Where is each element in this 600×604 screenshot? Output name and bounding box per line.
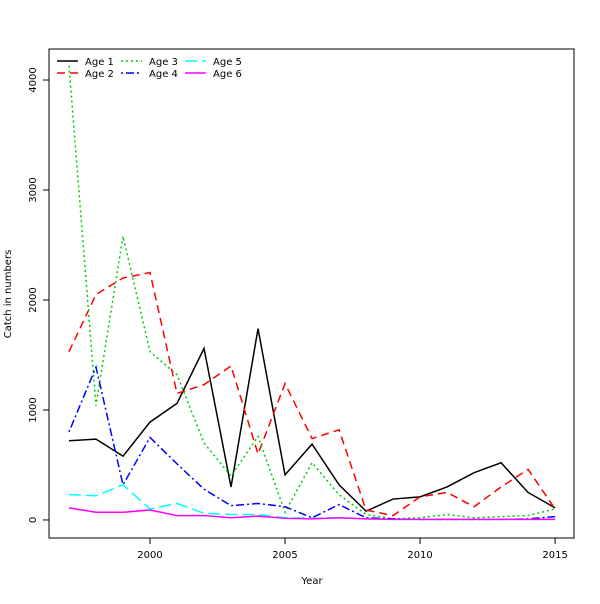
series-line-age-1: [68, 328, 556, 513]
y-tick-label: 2000: [28, 287, 39, 312]
x-tick-label: 2015: [542, 550, 567, 561]
y-axis-label: Catch in numbers: [3, 250, 14, 339]
y-tick-label: 4000: [28, 67, 39, 92]
y-tick-label: 0: [28, 517, 39, 523]
legend-label: Age 6: [213, 69, 242, 80]
x-tick-label: 2005: [272, 550, 297, 561]
legend-label: Age 2: [85, 69, 114, 80]
plot-frame: [48, 48, 575, 539]
series-line-age-5: [68, 483, 556, 521]
legend-label: Age 4: [149, 69, 178, 80]
legend-label: Age 3: [149, 57, 178, 68]
y-tick-label: 3000: [28, 177, 39, 202]
legend-label: Age 5: [213, 57, 242, 68]
series-line-age-2: [68, 271, 556, 517]
y-tick-label: 1000: [28, 397, 39, 422]
x-axis-label: Year: [300, 576, 323, 587]
series-line-age-3: [68, 65, 556, 520]
x-tick-label: 2010: [407, 550, 432, 561]
series-line-age-6: [68, 507, 556, 521]
x-tick-label: 2000: [137, 550, 162, 561]
legend-label: Age 1: [85, 57, 114, 68]
